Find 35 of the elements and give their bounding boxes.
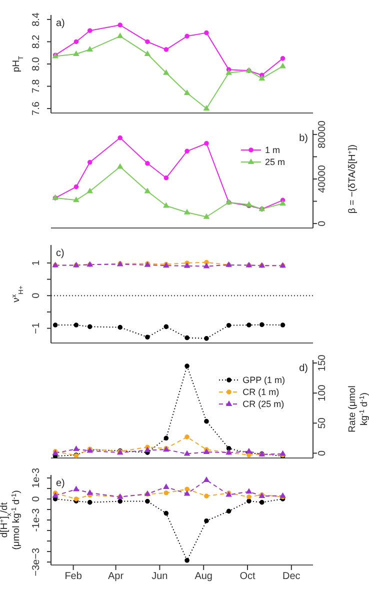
x-tick-label: Jun [152, 571, 168, 582]
legend-label: CR (1 m) [242, 387, 280, 397]
annotation: a) [56, 18, 65, 29]
y-tick-label: 0 [31, 292, 42, 298]
annotation: b) [299, 133, 308, 144]
y-tick-label: 0 [31, 496, 42, 502]
y2-tick-label: 0 [317, 220, 328, 226]
y-tick-label: -1e-3 [31, 508, 42, 532]
y2-tick-label: 0 [317, 450, 328, 456]
x-tick-label: Dec [282, 571, 300, 582]
annotation: d) [299, 363, 308, 374]
annotation: c) [56, 248, 64, 259]
y-tick-label: −1 [31, 322, 42, 334]
y-tick-label: 1 [31, 260, 42, 266]
y2-tick-label: 80000 [317, 120, 328, 148]
legend-label: GPP (1 m) [242, 375, 285, 385]
x-tick-label: Aug [194, 571, 212, 582]
y-tick-label: 8.2 [31, 34, 42, 49]
x-tick-label: Oct [240, 571, 256, 582]
y2-tick-label: 40000 [317, 164, 328, 193]
legend-label: 1 m [264, 145, 280, 155]
y-tick-label: 7.6 [31, 101, 42, 116]
y-tick-label: 7.8 [31, 78, 42, 94]
y-tick-label: 1e-3 [31, 468, 42, 488]
y2-tick-label: 150 [317, 354, 328, 372]
y2-tick-label: 50 [317, 417, 328, 429]
y-tick-label: 8.0 [31, 56, 42, 71]
legend-label: CR (25 m) [242, 399, 284, 409]
x-tick-label: Apr [108, 571, 124, 582]
x-tick-label: Feb [64, 571, 82, 582]
legend-label: 25 m [264, 157, 285, 167]
y-tick-label: 8.4 [31, 12, 42, 26]
y2-tick-label: 100 [317, 384, 328, 402]
y-tick-label: −3e−3 [31, 547, 42, 576]
annotation: e) [56, 478, 65, 489]
